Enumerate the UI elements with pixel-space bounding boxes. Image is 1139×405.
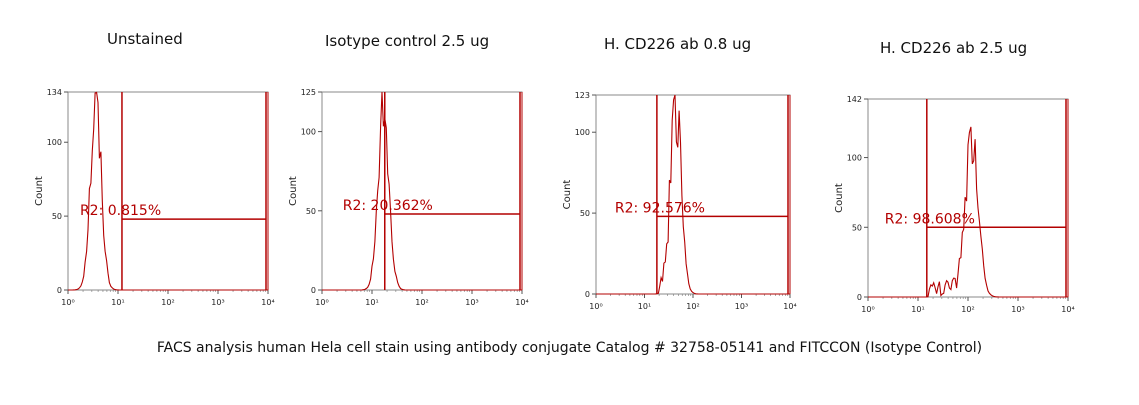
y-tick-label: 50 bbox=[580, 209, 590, 218]
y-tick-label: 134 bbox=[47, 88, 62, 97]
y-tick-label: 100 bbox=[847, 154, 862, 163]
panel-title-isotype-control: Isotype control 2.5 ug bbox=[325, 32, 490, 50]
x-tick-label: 10⁰ bbox=[589, 302, 602, 311]
y-tick-label: 0 bbox=[311, 286, 316, 295]
x-tick-label: 10⁴ bbox=[1061, 305, 1074, 314]
plot-frame bbox=[595, 94, 791, 295]
y-tick-label: 100 bbox=[301, 128, 316, 137]
y-tick-label: 100 bbox=[47, 138, 62, 147]
histogram-series bbox=[68, 91, 268, 291]
x-tick-label: 10⁴ bbox=[515, 298, 528, 307]
facs-histogram-plots: 0 50 100 134 10⁰ 10¹ 10² 10³ 10⁴ Count R2: 0.815% 0… bbox=[34, 88, 1075, 314]
y-tick-label: 50 bbox=[306, 207, 316, 216]
y-axis-label: Count bbox=[288, 176, 299, 206]
x-tick-label: 10¹ bbox=[638, 302, 651, 311]
x-tick-label: 10⁴ bbox=[783, 302, 796, 311]
gate-percent-label: R2: 0.815% bbox=[80, 203, 161, 219]
y-axis-label: Count bbox=[34, 176, 45, 206]
y-tick-label: 125 bbox=[301, 88, 316, 97]
x-tick-label: 10⁴ bbox=[261, 298, 274, 307]
y-tick-label: 100 bbox=[575, 128, 590, 137]
x-tick-label: 10¹ bbox=[911, 305, 924, 314]
x-tick-label: 10⁰ bbox=[315, 298, 328, 307]
gate-percent-label: R2: 92.576% bbox=[615, 200, 705, 216]
y-tick-label: 142 bbox=[847, 95, 862, 104]
x-tick-label: 10³ bbox=[211, 298, 224, 307]
x-tick-label: 10³ bbox=[465, 298, 478, 307]
histogram-series bbox=[868, 126, 1068, 298]
panel-title-cd226-0-8ug: H. CD226 ab 0.8 ug bbox=[604, 35, 752, 53]
y-tick-label: 0 bbox=[857, 293, 862, 302]
plot-frame bbox=[321, 91, 523, 291]
y-axis-label: Count bbox=[834, 183, 845, 213]
x-tick-label: 10² bbox=[961, 305, 974, 314]
plot-frame bbox=[867, 98, 1069, 298]
x-tick-label: 10³ bbox=[735, 302, 748, 311]
histogram-series bbox=[322, 91, 522, 291]
gate-percent-label: R2: 20.362% bbox=[343, 198, 433, 214]
x-tick-label: 10⁰ bbox=[861, 305, 874, 314]
histogram-series bbox=[596, 94, 790, 295]
y-tick-label: 0 bbox=[585, 290, 590, 299]
x-tick-label: 10¹ bbox=[111, 298, 124, 307]
gate-percent-label: R2: 98.608% bbox=[885, 211, 975, 227]
x-tick-label: 10² bbox=[415, 298, 428, 307]
x-tick-label: 10² bbox=[686, 302, 699, 311]
y-axis-label: Count bbox=[562, 180, 573, 210]
figure-caption: FACS analysis human Hela cell stain usin… bbox=[156, 340, 983, 356]
y-tick-label: 50 bbox=[52, 212, 62, 221]
y-tick-label: 50 bbox=[852, 223, 862, 232]
panel-title-cd226-2-5ug: H. CD226 ab 2.5 ug bbox=[880, 39, 1028, 57]
y-tick-label: 123 bbox=[575, 91, 590, 100]
x-tick-label: 10³ bbox=[1011, 305, 1024, 314]
x-tick-label: 10⁰ bbox=[61, 298, 74, 307]
panel-title-unstained: Unstained bbox=[107, 30, 183, 48]
y-tick-label: 0 bbox=[57, 286, 62, 295]
x-tick-label: 10² bbox=[161, 298, 174, 307]
x-tick-label: 10¹ bbox=[365, 298, 378, 307]
